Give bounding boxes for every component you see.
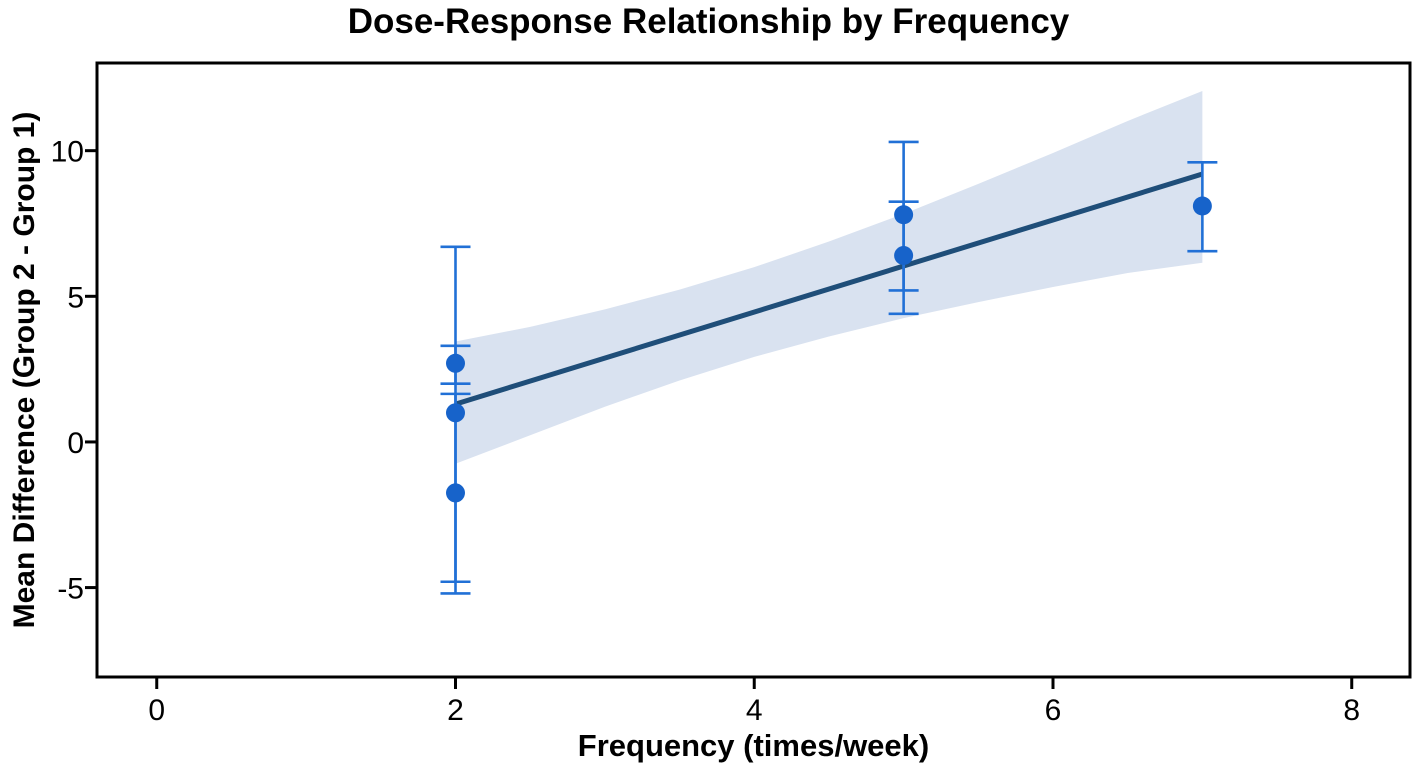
data-point — [445, 403, 465, 423]
chart-title: Dose-Response Relationship by Frequency — [347, 2, 1070, 41]
y-tick-label: -5 — [57, 573, 84, 606]
x-axis-label: Frequency (times/week) — [577, 728, 930, 763]
data-point — [445, 483, 465, 503]
data-point — [445, 353, 465, 373]
x-tick-label: 6 — [1045, 694, 1062, 727]
regression-line — [454, 171, 1204, 407]
x-tick-label: 2 — [447, 694, 464, 727]
plot-frame — [95, 61, 1412, 679]
y-tick-label: 5 — [67, 281, 84, 314]
confidence-band — [455, 90, 1203, 464]
x-tick-label: 4 — [746, 694, 763, 727]
y-tick-label: 0 — [67, 427, 84, 460]
x-tick-label: 0 — [148, 694, 165, 727]
x-tick-label: 8 — [1343, 694, 1360, 727]
data-point — [894, 246, 914, 266]
y-tick-label: 10 — [51, 136, 84, 169]
data-point — [1192, 196, 1212, 216]
data-point — [894, 205, 914, 225]
